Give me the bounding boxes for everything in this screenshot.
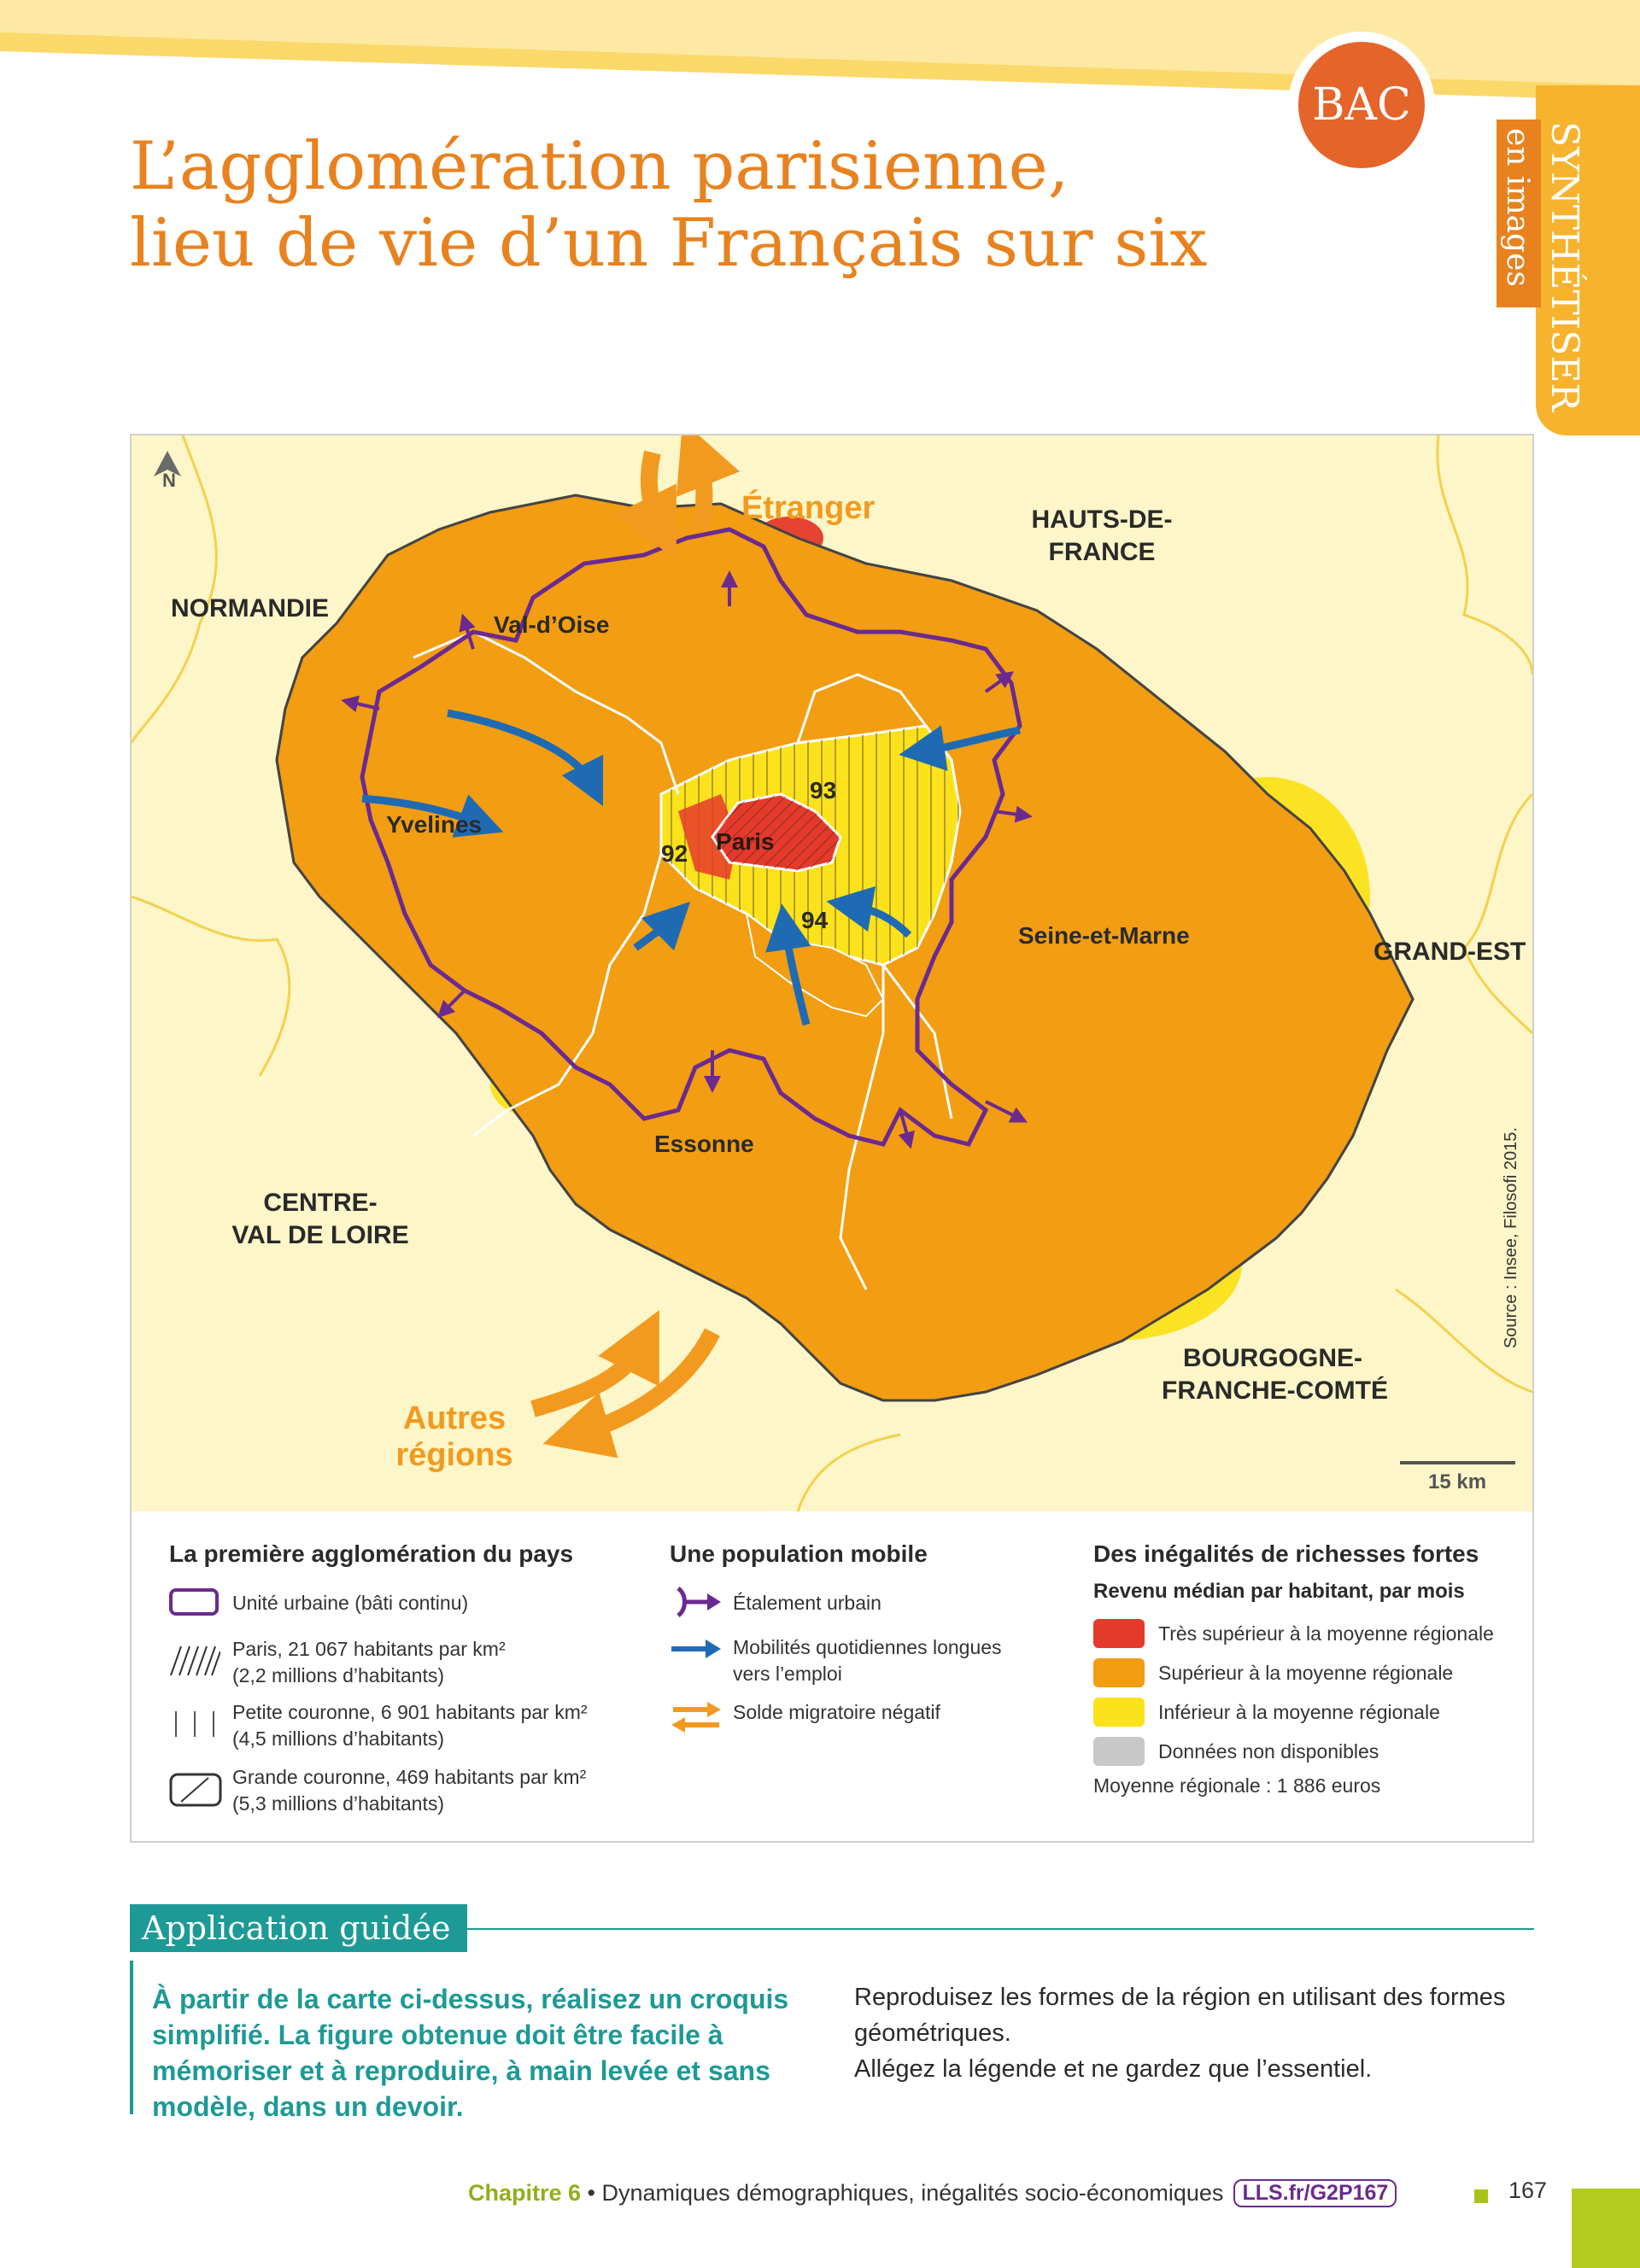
page-title: L’agglomération parisienne, lieu de vie … — [130, 128, 1411, 282]
side-tab-main: SYNTHÉTISER — [1543, 121, 1586, 412]
legend-high-label: Supérieur à la moyenne régionale — [1158, 1662, 1454, 1684]
legend-paris-line-2: (2,2 millions d’habitants) — [232, 1664, 445, 1686]
region-bourgogne-franche-comte: BOURGOGNE- FRANCHE-COMTÉ — [1162, 1342, 1388, 1407]
legend-urban-unit-label: Unité urbaine (bâti continu) — [232, 1592, 469, 1614]
footer-chapter: Chapitre 6 — [468, 2180, 582, 2206]
legend-col3-title: Des inégalités de richesses fortes — [1093, 1540, 1479, 1567]
map-svg — [132, 435, 1532, 1511]
region-cvl-line-1: CENTRE- — [263, 1189, 378, 1217]
north-arrow-icon — [154, 451, 181, 476]
bac-badge: BAC — [1298, 42, 1425, 168]
legend-col2-title: Une population mobile — [670, 1540, 928, 1567]
legend-grande-couronne-line-2: (5,3 millions d’habitants) — [232, 1792, 445, 1815]
legend-col3-subtitle: Revenu médian par habitant, par mois — [1093, 1580, 1465, 1603]
dept-yvelines: Yvelines — [386, 811, 483, 838]
dept-paris: Paris — [716, 828, 775, 855]
legend-urban-spread-label: Étalement urbain — [733, 1592, 882, 1614]
legend-col1-title: La première agglomération du pays — [169, 1540, 574, 1567]
legend-na-swatch — [1093, 1737, 1145, 1766]
legend-grande-couronne-line-1: Grande couronne, 469 habitants par km² — [232, 1766, 587, 1788]
map-scale: 15 km — [1428, 1470, 1487, 1493]
map-source: Source : Insee, Filosofi 2015. — [1502, 1127, 1527, 1358]
flow-abroad-label: Étranger — [741, 490, 876, 526]
application-tip-1: Reproduisez les formes de la région en u… — [854, 1984, 1506, 2047]
legend-paris-label: Paris, 21 067 habitants par km² (2,2 mil… — [232, 1636, 506, 1689]
legend-grande-couronne-label: Grande couronne, 469 habitants par km² (… — [232, 1764, 586, 1817]
application-title: Application guidée — [130, 1904, 468, 1952]
legend-petite-couronne-line-1: Petite couronne, 6 901 habitants par km² — [232, 1701, 588, 1723]
legend-na-label: Données non disponibles — [1158, 1740, 1379, 1762]
legend-petite-couronne-line-2: (4,5 millions d’habitants) — [232, 1727, 445, 1750]
map-source-text: Source : Insee, Filosofi 2015. — [1502, 1127, 1520, 1349]
legend-regional-average: Moyenne régionale : 1 886 euros — [1093, 1774, 1381, 1797]
dept-93: 93 — [810, 777, 837, 804]
legend-petite-couronne-label: Petite couronne, 6 901 habitants par km²… — [232, 1699, 588, 1752]
north-label: N — [162, 470, 176, 491]
side-tab — [1536, 85, 1640, 435]
corner-tab — [1572, 2189, 1640, 2268]
legend-petite-couronne-swatch — [175, 1711, 214, 1737]
legend-low-swatch — [1093, 1698, 1145, 1727]
side-tab-sub: en images — [1500, 128, 1535, 287]
footer: Chapitre 6 • Dynamiques démographiques, … — [468, 2179, 1519, 2207]
footer-bullet: • — [581, 2180, 602, 2206]
footer-link[interactable]: LLS.fr/G2P167 — [1233, 2179, 1397, 2207]
legend-urban-unit-swatch — [169, 1588, 219, 1616]
application-instructions: À partir de la carte ci-dessus, réalisez… — [152, 1984, 789, 2122]
region-grand-est: GRAND-EST — [1374, 938, 1526, 966]
region-centre-val-de-loire: CENTRE- VAL DE LOIRE — [222, 1187, 419, 1252]
dept-94: 94 — [801, 907, 829, 933]
legend-grande-couronne-swatch — [169, 1773, 222, 1807]
region-hauts-de-france: HAUTS-DE- FRANCE — [1016, 504, 1187, 569]
dept-seine-et-marne: Seine-et-Marne — [1018, 922, 1190, 949]
application-tips: Reproduisez les formes de la région en u… — [854, 1979, 1520, 2087]
header-band — [0, 0, 1640, 101]
legend-very-high-label: Très supérieur à la moyenne régionale — [1158, 1622, 1494, 1645]
legend-very-high-swatch — [1093, 1619, 1145, 1648]
legend-commute-label: Mobilités quotidiennes longues vers l’em… — [733, 1634, 1002, 1687]
flow-other-regions-line-2: régions — [395, 1437, 513, 1473]
flow-other-regions-line-1: Autres — [402, 1400, 507, 1436]
footer-marker — [1474, 2189, 1488, 2203]
dept-essonne: Essonne — [654, 1131, 754, 1157]
region-bfc-line-2: FRANCHE-COMTÉ — [1162, 1377, 1388, 1405]
legend-migration-icon — [671, 1702, 721, 1733]
legend-commute-line-1: Mobilités quotidiennes longues — [733, 1636, 1002, 1658]
legend-urban-spread-icon — [676, 1587, 721, 1617]
page-number: 167 — [1508, 2177, 1548, 2203]
region-hdf-line-1: HAUTS-DE- — [1031, 506, 1173, 534]
legend-paris-line-1: Paris, 21 067 habitants par km² — [232, 1638, 506, 1660]
legend-high-swatch — [1093, 1658, 1145, 1687]
legend-commute-line-2: vers l’emploi — [733, 1663, 842, 1685]
region-cvl-line-2: VAL DE LOIRE — [231, 1221, 409, 1249]
title-line-2: lieu de vie d’un Français sur six — [130, 205, 1208, 282]
application-rule — [461, 1928, 1534, 1930]
legend-commute-icon — [671, 1640, 721, 1658]
dept-val-doise: Val-d’Oise — [494, 611, 610, 638]
application-left-rule — [130, 1961, 133, 2114]
side-tab-sub-bg — [1496, 120, 1541, 307]
flow-other-regions-label: Autres régions — [395, 1400, 514, 1474]
map-area — [132, 435, 1532, 1511]
footer-topic: Dynamiques démographiques, inégalités so… — [601, 2180, 1224, 2206]
application-tip-2: Allégez la légende et ne gardez que l’es… — [854, 2055, 1373, 2083]
legend-paris-swatch — [170, 1645, 220, 1676]
region-hdf-line-2: FRANCE — [1048, 538, 1156, 566]
legend-migration-label: Solde migratoire négatif — [733, 1701, 940, 1723]
title-line-1: L’agglomération parisienne, — [130, 128, 1069, 205]
dept-92: 92 — [661, 840, 688, 867]
region-normandie: NORMANDIE — [171, 594, 329, 623]
legend-low-label: Inférieur à la moyenne régionale — [1158, 1701, 1440, 1723]
region-bfc-line-1: BOURGOGNE- — [1183, 1344, 1362, 1372]
